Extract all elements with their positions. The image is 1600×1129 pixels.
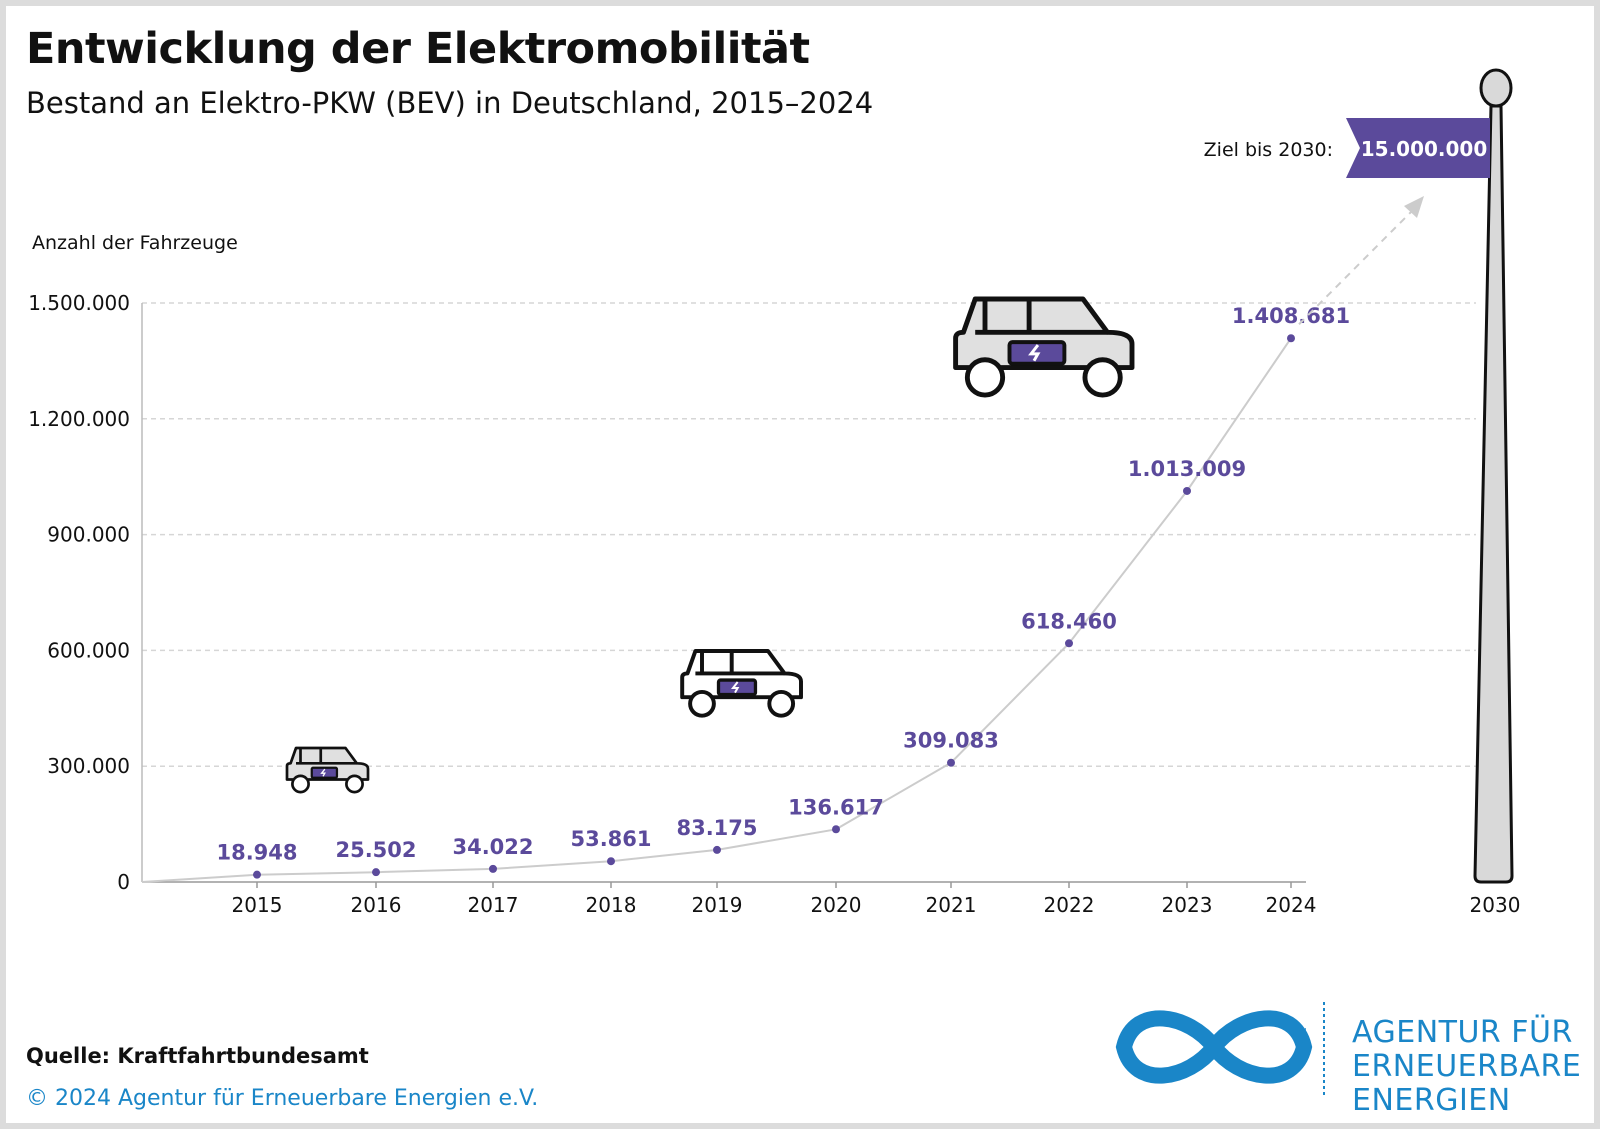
x-tick-label: 2024 <box>1266 893 1317 917</box>
logo-line-2: ERNEUERBARE <box>1352 1049 1582 1084</box>
x-tick-label: 2018 <box>586 893 637 917</box>
data-label: 618.460 <box>1021 609 1117 633</box>
small-electric-car-icon <box>285 746 370 794</box>
y-axis: 0 300.000 600.000 900.000 1.200.000 1.500.000 <box>28 291 143 894</box>
data-point <box>489 864 497 873</box>
source-note: Quelle: Kraftfahrtbundesamt <box>26 1044 369 1068</box>
x-tick-label: 2016 <box>351 893 402 917</box>
data-point <box>832 825 840 834</box>
target-flag <box>1346 118 1490 178</box>
infographic-frame: Entwicklung der Elektromobilität Bestand… <box>6 6 1594 1123</box>
x-tick-label: 2021 <box>926 893 977 917</box>
y-tick-label: 900.000 <box>47 523 130 547</box>
infinity-logo-icon <box>1115 1010 1313 1084</box>
data-label: 83.175 <box>676 816 757 840</box>
data-label: 136.617 <box>788 795 884 819</box>
target-year-label: 2030 <box>1470 893 1521 917</box>
x-tick-label: 2023 <box>1162 893 1213 917</box>
target-caption: Ziel bis 2030: <box>1204 139 1333 161</box>
chart-title: Entwicklung der Elektromobilität <box>26 24 810 74</box>
chart-svg: 0 300.000 600.000 900.000 1.200.000 1.500.000… <box>28 68 1521 917</box>
data-label: 18.948 <box>216 841 297 865</box>
logo-wordmark: AGENTUR FÜR ERNEUERBARE ENERGIEN <box>1352 1016 1581 1118</box>
x-tick-label: 2017 <box>468 893 519 917</box>
data-label: 309.083 <box>903 729 999 753</box>
data-point <box>1065 639 1073 648</box>
target-arrow-line <box>1298 211 1412 325</box>
x-tick-label: 2015 <box>232 893 283 917</box>
data-point <box>372 868 380 877</box>
data-label: 34.022 <box>452 835 533 859</box>
x-axis: 2015 2016 2017 2018 2019 2020 2021 2022 2023 2024 <box>142 881 1317 917</box>
series-line <box>141 334 1295 883</box>
y-tick-label: 300.000 <box>47 754 130 778</box>
logo-divider <box>1323 1002 1325 1098</box>
data-point <box>607 857 615 866</box>
data-labels: 18.948 25.502 34.022 53.861 83.175 136.617 309… <box>216 304 1350 864</box>
data-label: 25.502 <box>335 838 416 862</box>
y-tick-label: 0 <box>117 870 130 894</box>
target-flagpole <box>1473 68 1514 884</box>
logo-line-3: ENERGIEN <box>1352 1083 1511 1118</box>
copyright-note: © 2024 Agentur für Erneuerbare Energien … <box>26 1086 539 1111</box>
data-point <box>1287 334 1295 343</box>
large-electric-car-icon <box>953 296 1135 398</box>
series-path <box>141 337 1292 883</box>
x-tick-label: 2020 <box>811 893 862 917</box>
chart-subtitle: Bestand an Elektro-PKW (BEV) in Deutschl… <box>26 86 874 120</box>
data-point <box>253 870 261 879</box>
y-tick-label: 1.200.000 <box>28 407 130 431</box>
data-label: 53.861 <box>570 827 651 851</box>
target-trend-arrow <box>1298 196 1424 325</box>
grid-lines <box>142 302 1476 767</box>
data-label: 1.408.681 <box>1232 304 1350 328</box>
logo-line-1: AGENTUR FÜR <box>1352 1015 1573 1050</box>
data-point <box>947 758 955 767</box>
x-tick-label: 2019 <box>692 893 743 917</box>
y-axis-title: Anzahl der Fahrzeuge <box>32 232 238 254</box>
y-tick-label: 600.000 <box>47 638 130 662</box>
medium-electric-car-icon <box>680 649 803 718</box>
data-label: 1.013.009 <box>1128 457 1246 481</box>
data-point <box>713 845 721 854</box>
target-arrow-head <box>1404 196 1424 218</box>
x-tick-label: 2022 <box>1044 893 1095 917</box>
y-tick-label: 1.500.000 <box>28 291 130 315</box>
target-value-label: 15.000.000 <box>1361 137 1488 161</box>
data-point <box>1183 486 1191 495</box>
